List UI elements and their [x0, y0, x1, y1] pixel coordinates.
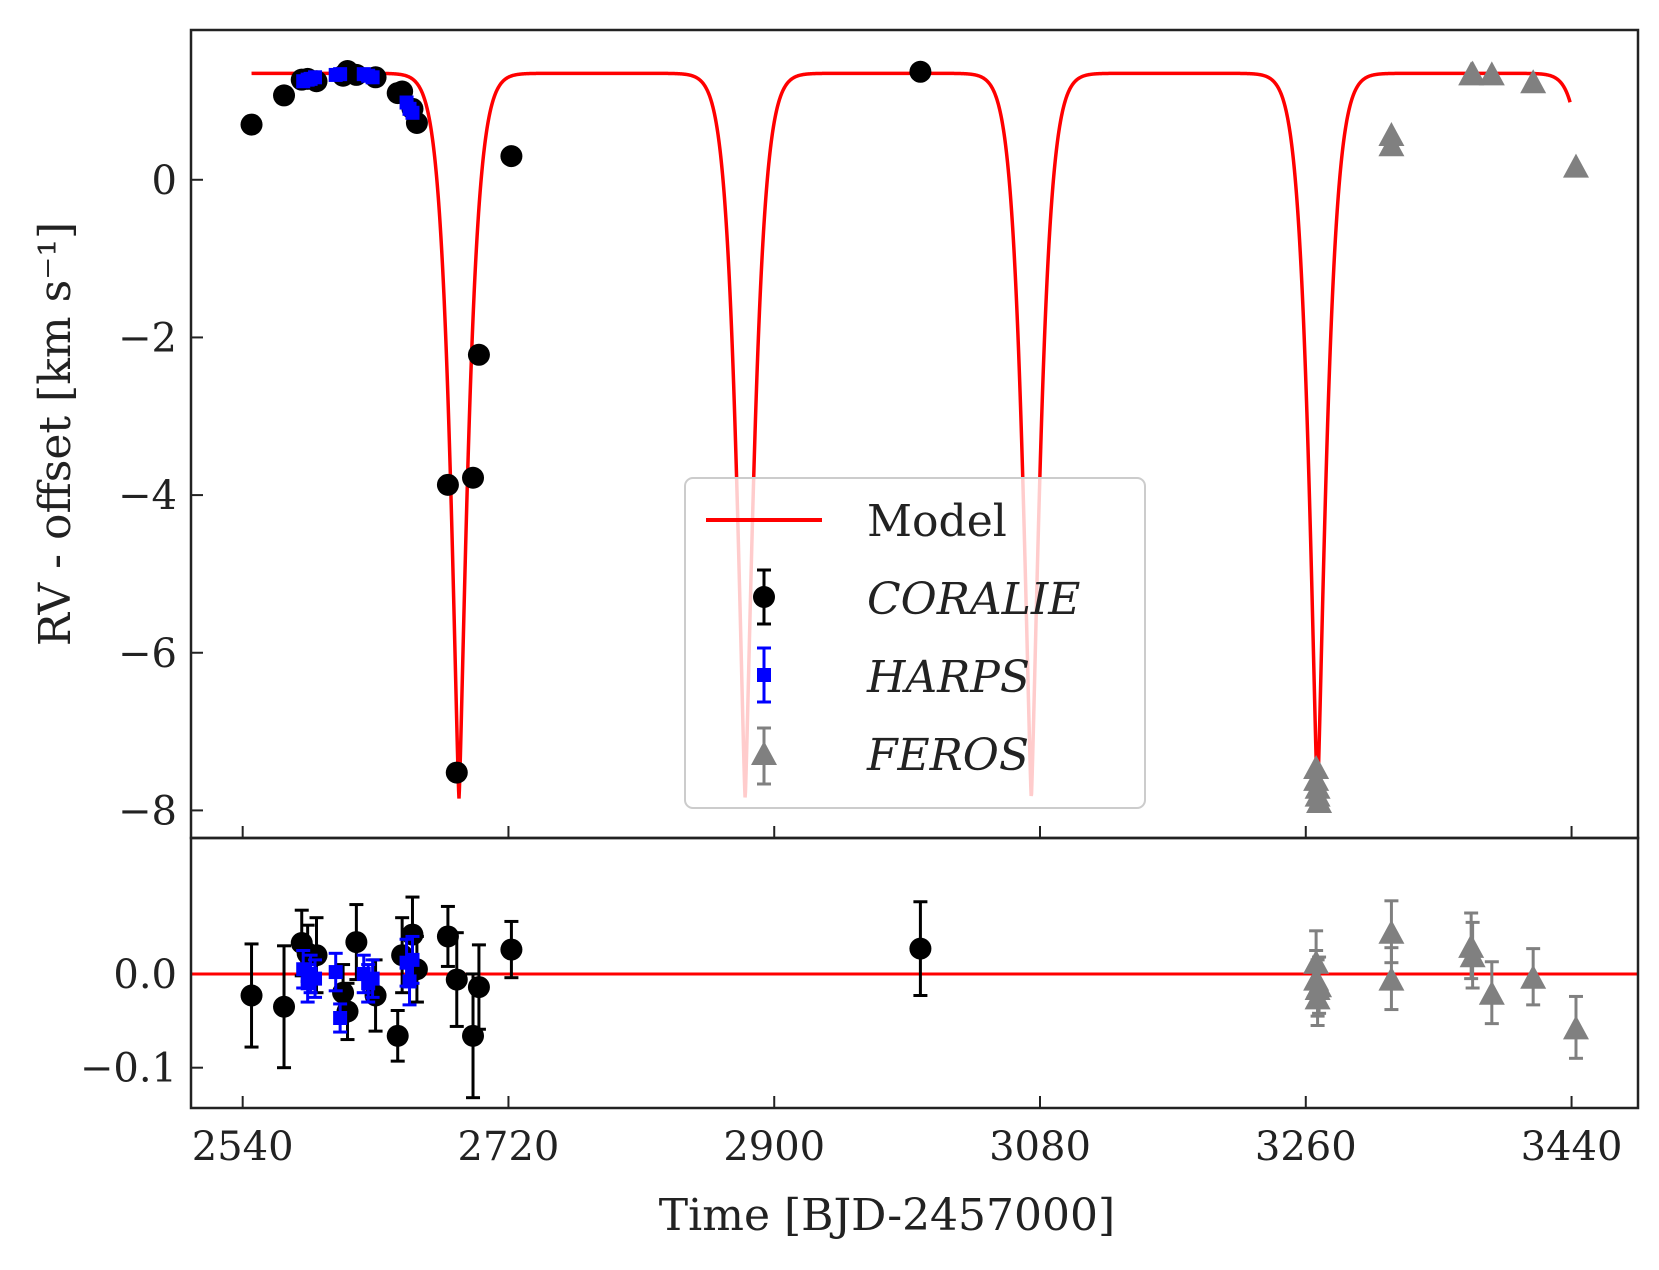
- harps-residual-point: [405, 952, 420, 967]
- y-tick-label-top-3: −6: [118, 631, 177, 677]
- coralie-rv-point: [909, 60, 932, 83]
- feros-residual-point: [1378, 966, 1405, 991]
- legend-marker-coralie: [753, 568, 775, 626]
- coralie-rv-point: [462, 466, 485, 489]
- coralie-rv-point: [273, 84, 296, 107]
- feros-rv-point: [1562, 153, 1589, 178]
- x-tick-label-2900: 2900: [723, 1124, 825, 1170]
- harps-residual-point: [308, 971, 323, 986]
- feros-residual-point: [1562, 1015, 1589, 1040]
- feros-residual-point: [1520, 964, 1547, 989]
- x-axis-title: Time [BJD-2457000]: [659, 1190, 1115, 1241]
- residual-panel-frame: [189, 836, 1640, 1110]
- legend-label-model: Model: [867, 496, 1007, 547]
- feros-residual-point: [1459, 943, 1486, 968]
- y-tick-label-top-4: −8: [118, 788, 177, 834]
- feros-residual-point: [1306, 973, 1333, 998]
- x-tick-label-3260: 3260: [1255, 1124, 1357, 1170]
- series-coralie-residuals: [240, 895, 932, 1100]
- feros-rv-point: [1478, 61, 1505, 86]
- coralie-residual-point: [273, 995, 296, 1018]
- top-panel-tick-labels: 0 −2 −4 −6 −8: [118, 158, 177, 835]
- legend-marker-feros: [751, 726, 777, 786]
- series-harps-residuals: [296, 934, 420, 1034]
- coralie-residual-point: [386, 1024, 409, 1047]
- coralie-residual-point: [500, 938, 523, 961]
- legend-box: [684, 477, 1146, 809]
- coralie-residual-point: [909, 937, 932, 960]
- y-tick-label-top-0: 0: [152, 158, 177, 204]
- harps-rv-point: [405, 105, 420, 120]
- top-panel-plot-area: [240, 59, 1589, 813]
- legend-marker-harps: [757, 646, 771, 704]
- coralie-residual-point: [240, 984, 263, 1007]
- feros-rv-point: [1459, 60, 1486, 85]
- harps-residual-point: [365, 971, 380, 986]
- y-tick-label-bottom-0: 0.0: [113, 952, 177, 998]
- residual-panel: 2540 2720 2900 3080 3260 3440 0.0 −0.1: [80, 836, 1640, 1170]
- coralie-residual-point: [345, 931, 368, 954]
- top-panel-ticks: [191, 178, 1573, 838]
- feros-residual-point: [1478, 980, 1505, 1005]
- x-tick-label-2720: 2720: [458, 1124, 560, 1170]
- coralie-residual-point: [467, 976, 490, 999]
- coralie-residual-point: [445, 968, 468, 991]
- x-tick-label-2540: 2540: [192, 1124, 294, 1170]
- series-feros-rv: [1303, 60, 1589, 813]
- legend: Model CORALIE HARPS FEROS: [684, 477, 1146, 809]
- legend-label-coralie: CORALIE: [867, 574, 1080, 625]
- coralie-rv-point: [436, 473, 459, 496]
- feros-residual-point: [1378, 919, 1405, 944]
- x-tick-label-3440: 3440: [1521, 1124, 1623, 1170]
- harps-rv-point: [365, 70, 380, 85]
- y-axis-title: RV - offset [km s⁻¹]: [30, 222, 81, 646]
- series-harps-rv: [296, 67, 420, 120]
- y-tick-label-top-2: −4: [118, 473, 177, 519]
- harps-residual-point: [333, 1011, 348, 1025]
- harps-residual-point: [328, 965, 343, 980]
- x-tick-label-3080: 3080: [989, 1124, 1091, 1170]
- harps-rv-point: [333, 67, 348, 82]
- series-feros-residuals: [1303, 899, 1589, 1060]
- coralie-rv-point: [467, 343, 490, 366]
- feros-rv-point: [1520, 69, 1547, 94]
- coralie-rv-point: [445, 761, 468, 784]
- legend-label-feros: FEROS: [866, 730, 1029, 781]
- y-tick-label-top-1: −2: [118, 315, 177, 361]
- residual-panel-tick-labels: 2540 2720 2900 3080 3260 3440 0.0 −0.1: [80, 952, 1623, 1170]
- coralie-rv-point: [500, 145, 523, 168]
- feros-rv-point: [1306, 788, 1333, 813]
- harps-rv-point: [308, 70, 323, 85]
- coralie-residual-point: [436, 925, 459, 948]
- residual-panel-plot-area: [191, 895, 1638, 1100]
- feros-rv-point: [1378, 122, 1405, 147]
- legend-label-harps: HARPS: [866, 652, 1030, 703]
- harps-residual-point: [402, 974, 417, 989]
- coralie-rv-point: [240, 113, 263, 136]
- y-tick-label-bottom-1: −0.1: [80, 1046, 177, 1092]
